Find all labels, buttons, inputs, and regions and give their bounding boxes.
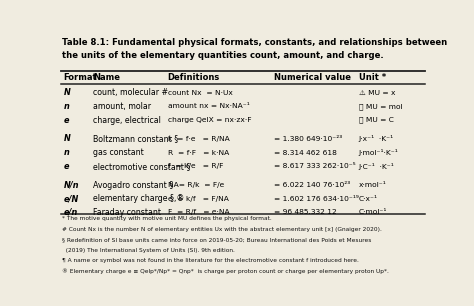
Text: n: n [64, 148, 69, 157]
Text: R  = f·F   = k·NA: R = f·F = k·NA [168, 150, 229, 156]
Text: = 6.022 140 76·10²³: = 6.022 140 76·10²³ [274, 182, 350, 188]
Text: amount nx = Nx·NA⁻¹: amount nx = Nx·NA⁻¹ [168, 103, 249, 110]
Text: Name: Name [93, 73, 120, 82]
Text: F  = R/f   = e·NA: F = R/f = e·NA [168, 210, 229, 215]
Text: N: N [64, 88, 71, 97]
Text: Numerical value: Numerical value [274, 73, 351, 82]
Text: N: N [64, 134, 71, 144]
Text: = 8.617 333 262·10⁻⁵: = 8.617 333 262·10⁻⁵ [274, 163, 356, 169]
Text: electromotive constant §: electromotive constant § [93, 162, 191, 171]
Text: k  = f·e   = R/NA: k = f·e = R/NA [168, 136, 229, 142]
Text: Boltzmann constant §: Boltzmann constant § [93, 134, 178, 144]
Text: = 1.602 176 634·10⁻¹⁹: = 1.602 176 634·10⁻¹⁹ [274, 196, 359, 202]
Text: Unit *: Unit * [359, 73, 386, 82]
Text: * The motive quantity with motive unit MU defines the physical format.: * The motive quantity with motive unit M… [62, 216, 272, 222]
Text: ⓒ MU = C: ⓒ MU = C [359, 117, 393, 123]
Text: e/n: e/n [64, 208, 78, 217]
Text: ¶ A name or symbol was not found in the literature for the electromotive constan: ¶ A name or symbol was not found in the … [62, 258, 359, 263]
Text: count, molecular #: count, molecular # [93, 88, 168, 97]
Text: ⚠ MU = x: ⚠ MU = x [359, 90, 395, 96]
Text: = 1.380 649·10⁻²³: = 1.380 649·10⁻²³ [274, 136, 342, 142]
Text: J·C⁻¹  ·K⁻¹: J·C⁻¹ ·K⁻¹ [359, 163, 394, 170]
Text: J·mol⁻¹·K⁻¹: J·mol⁻¹·K⁻¹ [359, 149, 398, 156]
Text: e  = k/f   = F/NA: e = k/f = F/NA [168, 196, 228, 202]
Text: ⓐ MU = mol: ⓐ MU = mol [359, 103, 402, 110]
Text: C·mol⁻¹: C·mol⁻¹ [359, 210, 387, 215]
Text: NA= R/k  = F/e: NA= R/k = F/e [168, 182, 224, 188]
Text: charge, electrical: charge, electrical [93, 116, 161, 125]
Text: Avogadro constant §: Avogadro constant § [93, 181, 173, 190]
Text: C·x⁻¹: C·x⁻¹ [359, 196, 378, 202]
Text: the units of the elementary quantities count, amount, and charge.: the units of the elementary quantities c… [62, 50, 384, 60]
Text: e: e [64, 116, 69, 125]
Text: count Nx  = N·Ux: count Nx = N·Ux [168, 90, 232, 96]
Text: amount, molar: amount, molar [93, 102, 151, 111]
Text: = 8.314 462 618: = 8.314 462 618 [274, 150, 337, 156]
Text: J·x⁻¹  ·K⁻¹: J·x⁻¹ ·K⁻¹ [359, 136, 394, 143]
Text: e/N: e/N [64, 194, 79, 203]
Text: f  = k/e   = R/F: f = k/e = R/F [168, 163, 223, 169]
Text: = 96 485.332 12: = 96 485.332 12 [274, 210, 337, 215]
Text: elementary charge §,®: elementary charge §,® [93, 194, 184, 203]
Text: N/n: N/n [64, 181, 79, 190]
Text: Table 8.1: Fundamental physical formats, constants, and relationships between: Table 8.1: Fundamental physical formats,… [62, 38, 447, 47]
Text: # Count Nx is the number N of elementary entities Ux with the abstract elementar: # Count Nx is the number N of elementary… [62, 227, 382, 232]
Text: (2019) The International System of Units (SI). 9th edition.: (2019) The International System of Units… [62, 248, 235, 252]
Text: gas constant: gas constant [93, 148, 144, 157]
Text: Definitions: Definitions [168, 73, 220, 82]
Text: charge QelX = nx·zx·F: charge QelX = nx·zx·F [168, 117, 251, 123]
Text: § Redefinition of SI base units came into force on 2019-05-20; Bureau Internatio: § Redefinition of SI base units came int… [62, 237, 372, 242]
Text: ® Elementary charge e ≡ Qelp*/Np* = Qnp*  is charge per proton count or charge p: ® Elementary charge e ≡ Qelp*/Np* = Qnp*… [62, 268, 389, 274]
Text: x·mol⁻¹: x·mol⁻¹ [359, 182, 386, 188]
Text: n: n [64, 102, 69, 111]
Text: Faraday constant: Faraday constant [93, 208, 161, 217]
Text: Format: Format [64, 73, 97, 82]
Text: e: e [64, 162, 69, 171]
